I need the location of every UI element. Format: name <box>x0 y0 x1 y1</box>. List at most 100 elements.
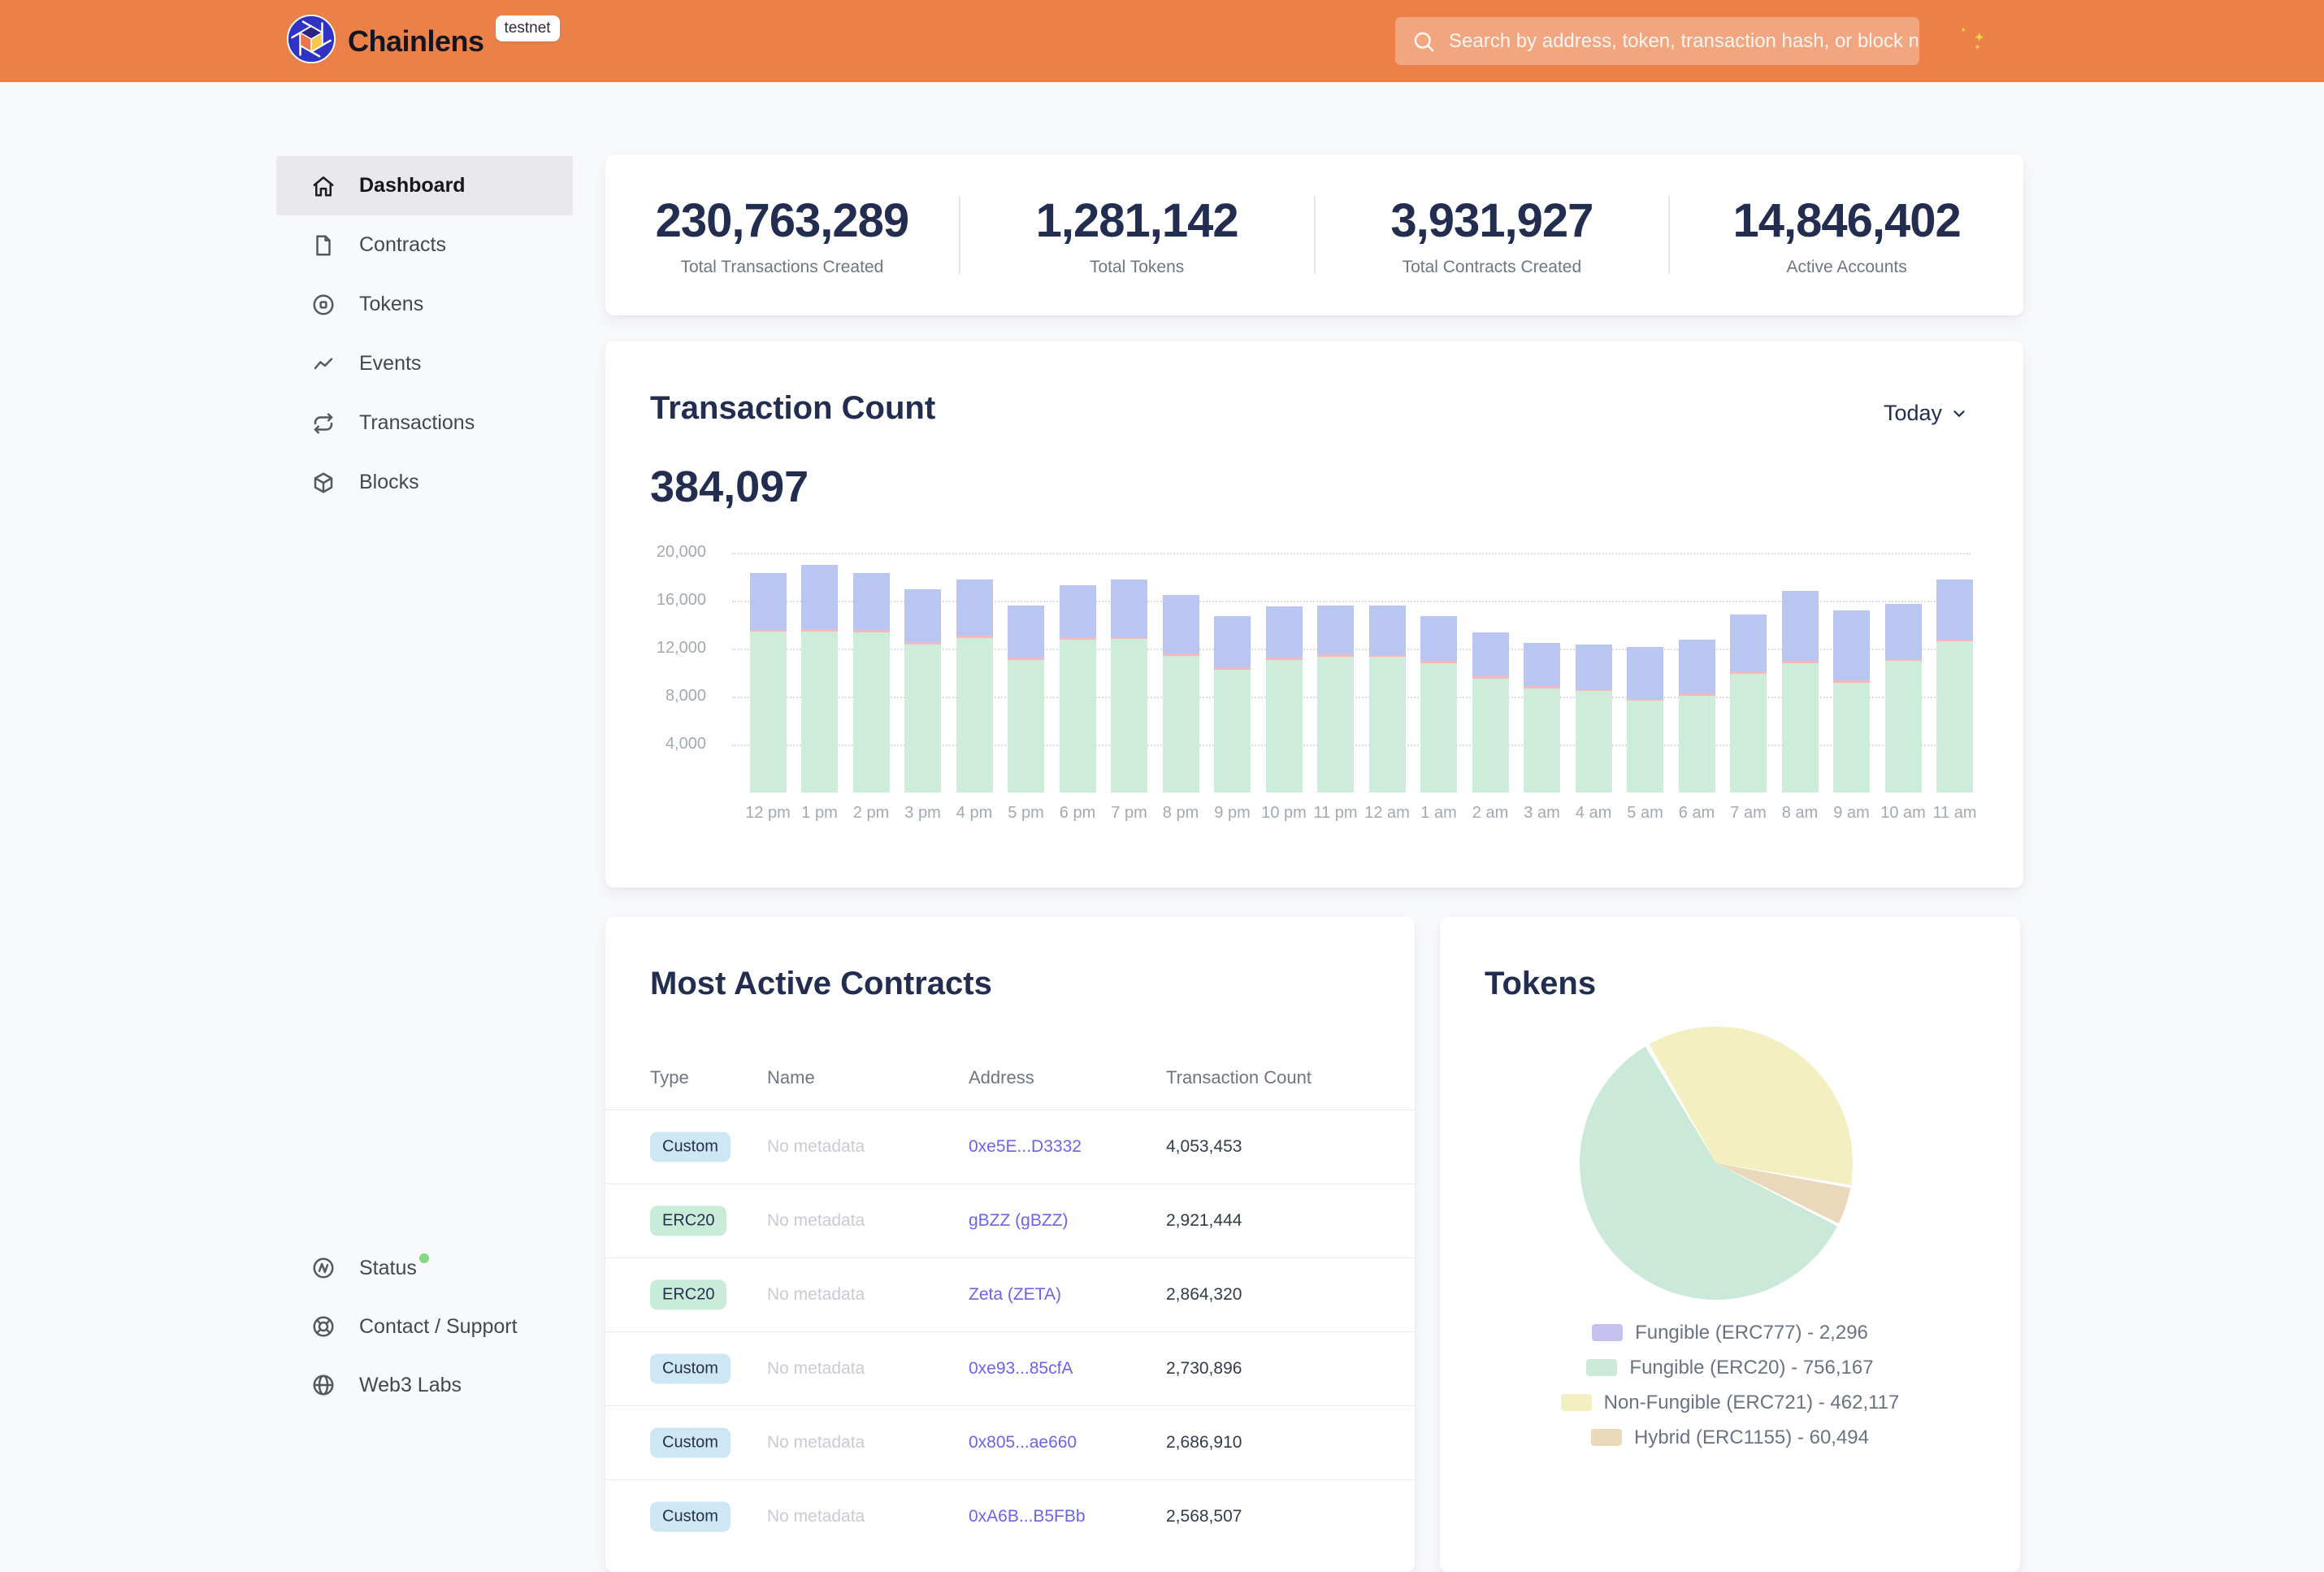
stat-divider <box>1313 196 1316 274</box>
legend-swatch <box>1560 1394 1592 1411</box>
x-axis-tick-label: 7 am <box>1730 804 1767 822</box>
sidebar-item-contracts[interactable]: Contracts <box>276 215 573 275</box>
contract-address-link[interactable]: 0xe93...85cfA <box>969 1359 1073 1378</box>
x-axis-tick-label: 6 pm <box>1059 804 1096 822</box>
bar-8-am <box>1781 590 1819 793</box>
chevron-down-icon <box>1953 410 1965 417</box>
x-axis-tick-label: 10 am <box>1880 804 1926 822</box>
x-axis-tick-label: 8 pm <box>1162 804 1199 822</box>
bar-segment-green <box>1781 662 1819 793</box>
sidebar-item-contact-support[interactable]: Contact / Support <box>276 1297 573 1356</box>
bar-5-am <box>1627 647 1663 793</box>
stat-value: 1,281,142 <box>1035 193 1239 247</box>
contract-name: No metadata <box>767 1433 865 1452</box>
bar-9-pm <box>1214 616 1251 793</box>
bar-segment-green <box>1265 660 1303 793</box>
x-axis-tick-label: 2 pm <box>852 804 890 822</box>
bar-segment-green <box>749 632 787 793</box>
bar-segment-pink <box>1575 688 1612 692</box>
transaction-count-value: 2,730,896 <box>1166 1359 1242 1378</box>
transaction-count-value: 2,864,320 <box>1166 1285 1242 1304</box>
bar-segment-blue <box>1368 606 1406 655</box>
bar-segment-blue <box>1008 606 1044 658</box>
bar-segment-blue <box>1575 645 1612 689</box>
contract-address-link[interactable]: gBZZ (gBZZ) <box>969 1211 1069 1230</box>
token-disc-icon <box>310 292 336 318</box>
stat-label: Total Transactions Created <box>680 257 884 276</box>
contract-name: No metadata <box>767 1137 865 1156</box>
stat-label: Total Tokens <box>1089 257 1185 276</box>
sidebar-item-status[interactable]: Status <box>276 1239 573 1297</box>
bar-segment-green <box>852 632 890 793</box>
bar-segment-green <box>1472 678 1509 793</box>
x-axis-tick-label: 11 pm <box>1313 804 1358 822</box>
search-input[interactable] <box>1447 28 1919 54</box>
sidebar-item-label: Blocks <box>359 471 419 493</box>
bar-segment-pink <box>1162 654 1199 656</box>
legend-label: Non-Fungible (ERC721) - 462,117 <box>1603 1391 1900 1413</box>
bar-segment-blue <box>1627 647 1663 699</box>
x-axis-tick-label: 2 am <box>1472 804 1509 822</box>
sidebar-item-label: Dashboard <box>359 174 466 197</box>
sidebar-item-blocks[interactable]: Blocks <box>276 453 573 512</box>
contract-address-link[interactable]: 0xA6B...B5FBb <box>969 1507 1086 1526</box>
bar-10-pm <box>1265 606 1303 793</box>
bar-10-am <box>1884 603 1922 793</box>
legend-item-fungible-erc20[interactable]: Fungible (ERC20) - 756,167 <box>1440 1350 2020 1385</box>
x-axis-tick-label: 3 pm <box>904 804 941 822</box>
x-axis-tick-label: 9 am <box>1833 804 1870 822</box>
bar-segment-blue <box>1678 640 1715 693</box>
bar-segment-green <box>904 644 941 793</box>
table-body: Custom No metadata 0xe5E...D3332 4,053,453 E… <box>605 1110 1415 1553</box>
contract-address-link[interactable]: 0x805...ae660 <box>969 1433 1077 1452</box>
sidebar-item-web3-labs[interactable]: Web3 Labs <box>276 1356 573 1414</box>
sidebar-item-tokens[interactable]: Tokens <box>276 275 573 334</box>
app-header: Chainlens testnet <box>0 0 2324 82</box>
bar-segment-green <box>1627 701 1663 793</box>
bar-12-am <box>1368 606 1406 793</box>
type-badge: ERC20 <box>650 1205 727 1236</box>
bar-segment-green <box>1317 656 1354 793</box>
bar-segment-blue <box>1833 610 1870 681</box>
brand[interactable]: Chainlens testnet <box>286 0 560 82</box>
contract-address-link[interactable]: Zeta (ZETA) <box>969 1285 1061 1304</box>
bar-segment-blue <box>801 565 838 629</box>
table-row: Custom No metadata 0xe93...85cfA 2,730,896 <box>605 1331 1415 1405</box>
bar-segment-green <box>1368 657 1406 793</box>
x-axis-tick-label: 10 pm <box>1261 804 1307 822</box>
transaction-count-value: 2,921,444 <box>1166 1211 1242 1230</box>
x-axis-tick-label: 5 am <box>1627 804 1663 822</box>
tokens-title: Tokens <box>1485 966 1597 1001</box>
bar-segment-pink <box>1111 636 1147 640</box>
bar-7-pm <box>1111 579 1147 793</box>
legend-swatch <box>1590 1429 1622 1446</box>
x-axis-tick-label: 1 pm <box>801 804 838 822</box>
bar-4-pm <box>956 580 993 793</box>
bar-segment-blue <box>852 573 890 631</box>
range-selector-dropdown[interactable]: Today <box>1879 400 1973 427</box>
column-header-name: Name <box>767 1067 815 1088</box>
legend-item-hybrid-erc1155[interactable]: Hybrid (ERC1155) - 60,494 <box>1440 1420 2020 1455</box>
type-badge: Custom <box>650 1353 731 1384</box>
sidebar-item-dashboard[interactable]: Dashboard <box>276 156 573 215</box>
y-axis-tick-label: 4,000 <box>665 735 706 753</box>
x-axis-tick-label: 6 am <box>1678 804 1715 822</box>
bar-3-pm <box>904 588 941 793</box>
sidebar-item-transactions[interactable]: Transactions <box>276 393 573 453</box>
bar-segment-pink <box>1265 658 1303 660</box>
bar-segment-pink <box>1627 698 1663 701</box>
moon-icon[interactable] <box>1949 20 1994 65</box>
x-axis-tick-label: 9 pm <box>1214 804 1251 822</box>
sidebar-item-events[interactable]: Events <box>276 334 573 393</box>
contract-address-link[interactable]: 0xe5E...D3332 <box>969 1137 1082 1156</box>
contract-name: No metadata <box>767 1285 865 1304</box>
bar-segment-pink <box>1420 661 1457 663</box>
sidebar-item-label: Web3 Labs <box>359 1373 462 1396</box>
x-axis-tick-label: 12 pm <box>745 804 791 822</box>
legend-item-fungible-erc777[interactable]: Fungible (ERC777) - 2,296 <box>1440 1315 2020 1350</box>
legend-item-non-fungible-erc721[interactable]: Non-Fungible (ERC721) - 462,117 <box>1440 1385 2020 1420</box>
stat-label: Total Contracts Created <box>1402 257 1582 276</box>
tokens-pie-chart <box>1580 1027 1853 1300</box>
sidebar-footer-nav: Status Contact / Support Web3 Labs <box>276 1239 573 1414</box>
contract-name: No metadata <box>767 1359 865 1378</box>
